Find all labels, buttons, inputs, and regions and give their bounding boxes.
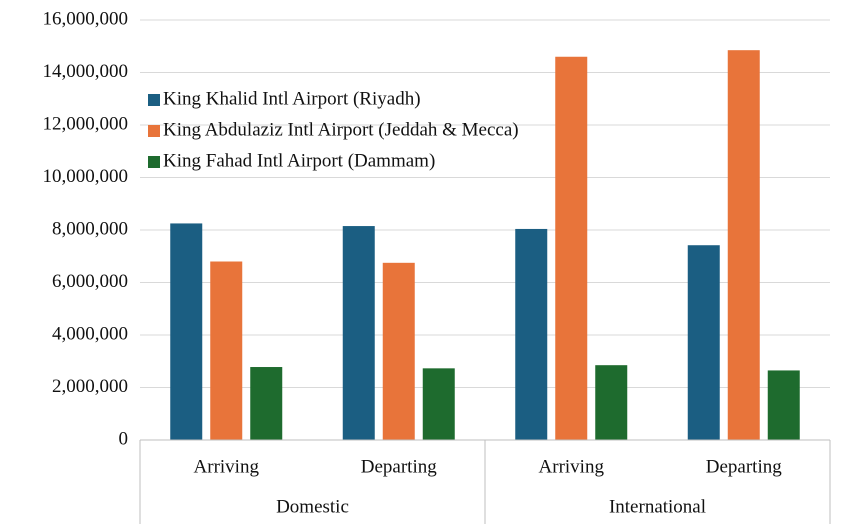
- legend-label: King Fahad Intl Airport (Dammam): [163, 150, 435, 171]
- y-tick-label: 6,000,000: [52, 271, 128, 292]
- bar: [210, 261, 243, 440]
- bar: [170, 223, 203, 440]
- legend-swatch: [148, 156, 160, 168]
- group-label: International: [609, 496, 706, 517]
- bar: [595, 365, 628, 440]
- x-tick-label: Arriving: [539, 456, 605, 477]
- y-tick-label: 4,000,000: [52, 323, 128, 344]
- bar: [250, 367, 283, 440]
- legend-swatch: [148, 94, 160, 106]
- y-tick-label: 16,000,000: [43, 8, 129, 29]
- y-tick-label: 0: [119, 428, 129, 449]
- y-tick-label: 8,000,000: [52, 218, 128, 239]
- bar: [727, 50, 760, 440]
- group-label: Domestic: [276, 496, 349, 517]
- bar: [687, 245, 720, 440]
- y-tick-label: 14,000,000: [43, 61, 129, 82]
- bar: [382, 262, 415, 440]
- x-tick-label: Departing: [361, 456, 437, 477]
- bar: [515, 228, 548, 440]
- bar: [342, 226, 375, 440]
- bar: [767, 370, 800, 440]
- legend-label: King Abdulaziz Intl Airport (Jeddah & Me…: [163, 119, 519, 140]
- x-tick-label: Departing: [706, 456, 782, 477]
- legend-label: King Khalid Intl Airport (Riyadh): [163, 88, 421, 109]
- y-tick-label: 2,000,000: [52, 376, 128, 397]
- y-tick-label: 10,000,000: [43, 166, 129, 187]
- bar: [555, 56, 588, 440]
- x-tick-label: Arriving: [194, 456, 260, 477]
- y-tick-label: 12,000,000: [43, 113, 129, 134]
- bar: [422, 368, 455, 440]
- legend-swatch: [148, 125, 160, 137]
